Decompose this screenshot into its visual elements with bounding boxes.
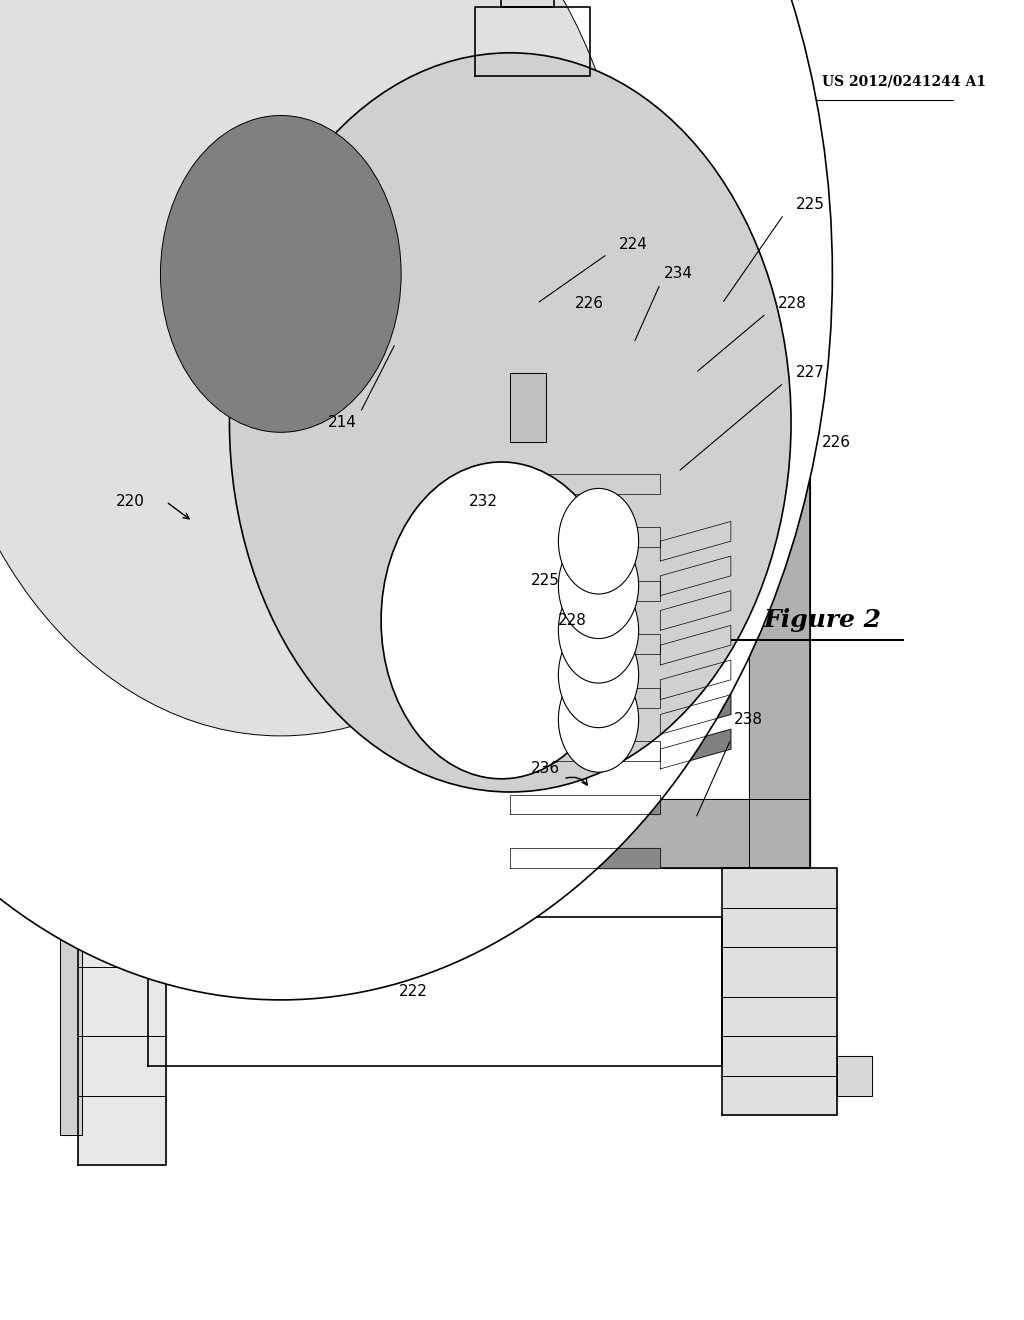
Text: 236: 236 — [531, 762, 560, 776]
Polygon shape — [413, 374, 810, 442]
Polygon shape — [510, 741, 660, 760]
Polygon shape — [502, 77, 554, 473]
Polygon shape — [510, 474, 660, 494]
Polygon shape — [722, 869, 837, 1115]
Text: Sep. 27, 2012  Sheet 2 of 9: Sep. 27, 2012 Sheet 2 of 9 — [327, 75, 536, 88]
Text: Patent Application Publication: Patent Application Publication — [80, 75, 319, 88]
Polygon shape — [483, 26, 572, 77]
Polygon shape — [510, 795, 660, 814]
Polygon shape — [493, 77, 563, 422]
Polygon shape — [660, 660, 731, 700]
Circle shape — [161, 116, 401, 433]
Polygon shape — [510, 847, 660, 869]
Circle shape — [229, 53, 792, 792]
Polygon shape — [510, 528, 660, 548]
Circle shape — [558, 622, 639, 727]
Text: 226: 226 — [822, 434, 851, 450]
Polygon shape — [475, 7, 590, 77]
Polygon shape — [510, 635, 660, 655]
Polygon shape — [837, 1056, 872, 1096]
Polygon shape — [660, 556, 731, 595]
Text: 228: 228 — [558, 612, 587, 628]
Polygon shape — [510, 374, 546, 442]
Text: US 2012/0241244 A1: US 2012/0241244 A1 — [822, 75, 986, 88]
Circle shape — [0, 0, 833, 1001]
Polygon shape — [413, 374, 810, 869]
Polygon shape — [749, 374, 810, 869]
Text: 234: 234 — [664, 267, 692, 281]
Text: 225: 225 — [796, 197, 824, 213]
Circle shape — [381, 462, 622, 779]
Polygon shape — [78, 818, 166, 1166]
Text: 222: 222 — [398, 985, 428, 999]
Text: 214: 214 — [328, 414, 357, 430]
Polygon shape — [510, 688, 660, 708]
Polygon shape — [413, 799, 810, 869]
Text: 228: 228 — [778, 296, 807, 312]
Polygon shape — [660, 591, 731, 631]
Polygon shape — [660, 729, 731, 768]
Circle shape — [558, 578, 639, 684]
Polygon shape — [660, 521, 731, 561]
Text: 232: 232 — [469, 494, 499, 510]
Text: 224: 224 — [620, 236, 648, 252]
Text: 226: 226 — [575, 296, 604, 312]
Circle shape — [558, 533, 639, 639]
Polygon shape — [502, 0, 554, 7]
Text: 238: 238 — [734, 711, 763, 727]
Text: 227: 227 — [796, 366, 824, 380]
Polygon shape — [660, 626, 731, 665]
Polygon shape — [660, 694, 731, 734]
Circle shape — [0, 0, 632, 737]
Polygon shape — [148, 917, 722, 1067]
Polygon shape — [510, 581, 660, 601]
Text: 220: 220 — [117, 494, 145, 510]
Text: Figure 2: Figure 2 — [763, 609, 882, 632]
Circle shape — [558, 667, 639, 772]
Text: 225: 225 — [531, 573, 560, 589]
Polygon shape — [413, 374, 475, 869]
Polygon shape — [60, 847, 82, 1135]
Circle shape — [558, 488, 639, 594]
